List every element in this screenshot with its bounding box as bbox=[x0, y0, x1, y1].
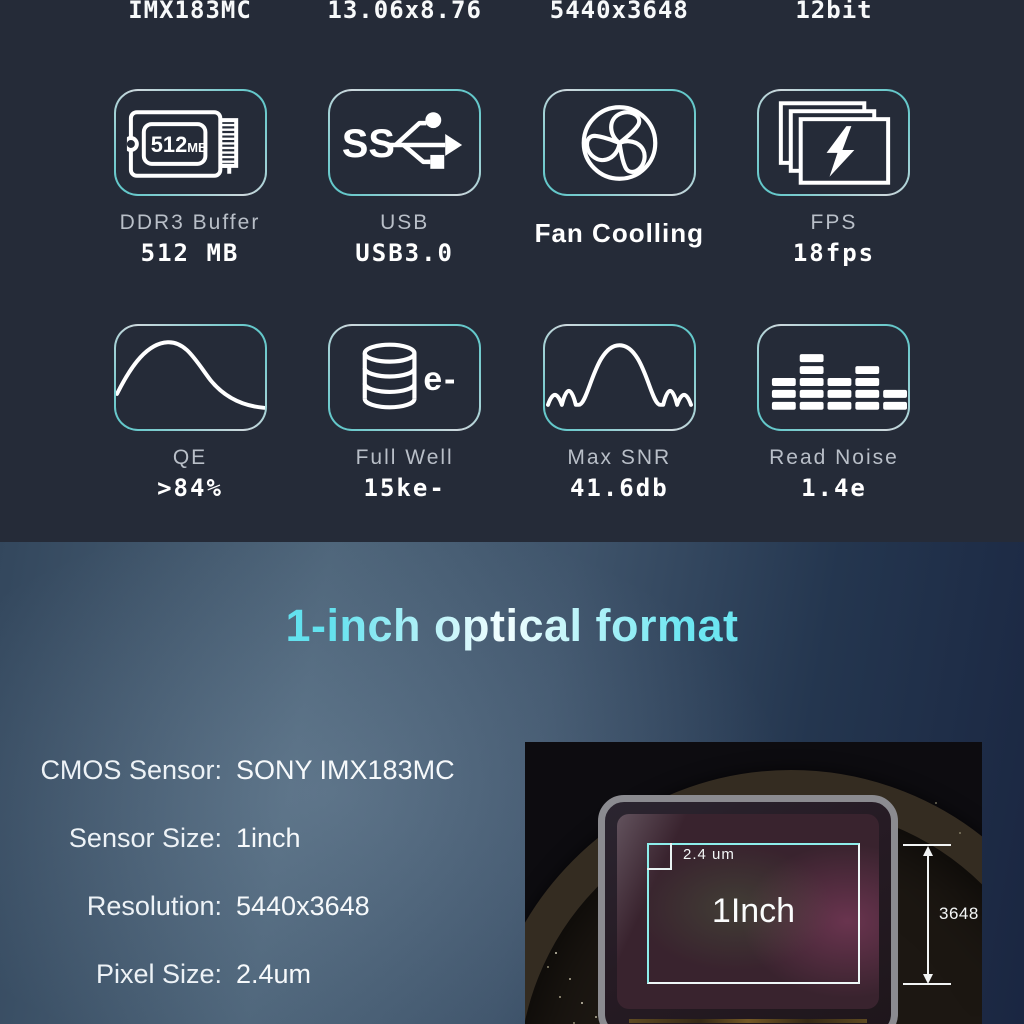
spec-label: Pixel Size: bbox=[95, 958, 222, 989]
dimension-arrowhead-up bbox=[923, 846, 933, 856]
height-dimension-label: 3648 bbox=[939, 904, 979, 923]
card-fps: FPS 18fps bbox=[729, 89, 939, 268]
spec-label: CMOS Sensor: bbox=[40, 754, 222, 785]
card-max-snr: Max SNR 41.6db bbox=[514, 324, 724, 503]
card-value: 15ke- bbox=[363, 474, 446, 502]
spec-value: 1inch bbox=[236, 822, 301, 853]
card-qe: QE >84% bbox=[85, 324, 295, 503]
svg-text:512MB: 512MB bbox=[150, 131, 207, 156]
card-full-well: e- Full Well 15ke- bbox=[300, 324, 510, 503]
card-value: 512 MB bbox=[140, 239, 240, 267]
snr-wave-icon bbox=[545, 342, 693, 407]
noise-equalizer-icon bbox=[772, 353, 908, 410]
fps-frames-icon bbox=[779, 100, 891, 185]
card-value: USB3.0 bbox=[355, 239, 454, 267]
card-value: 1.4e bbox=[801, 474, 867, 502]
sensor-dimensions-value: 13.06x8.76 bbox=[327, 0, 482, 24]
card-value: >84% bbox=[157, 474, 223, 502]
card-label: QE bbox=[172, 446, 208, 469]
sensor-chip-frame bbox=[598, 795, 898, 1024]
spec-label: Resolution: bbox=[86, 890, 222, 921]
spec-value: 2.4um bbox=[236, 958, 312, 989]
sensor-spec-list: CMOS Sensor: SONY IMX183MC Sensor Size: … bbox=[0, 753, 455, 991]
svg-text:e-: e- bbox=[424, 359, 458, 397]
qe-curve-icon bbox=[115, 339, 265, 410]
sensor-area-outline bbox=[647, 843, 860, 984]
full-well-database-icon: e- bbox=[362, 342, 458, 409]
dimension-tick-top bbox=[903, 844, 951, 846]
resolution-value: 5440x3648 bbox=[549, 0, 689, 24]
spec-value: 5440x3648 bbox=[236, 890, 370, 921]
spec-label: Sensor Size: bbox=[68, 822, 222, 853]
ddr3-memory-icon: 512MB bbox=[117, 109, 238, 178]
spec-row-sensor-size: Sensor Size: 1inch bbox=[0, 821, 455, 855]
card-usb: SS USB USB3.0 bbox=[300, 89, 510, 268]
feature-card-row-1: 512MB DDR3 Buffer 512 MB SS bbox=[0, 89, 1024, 268]
card-label: FPS bbox=[810, 211, 858, 234]
sensor-photo: 2.4 um 1Inch 3648 bbox=[525, 742, 982, 1024]
card-label: Full Well bbox=[355, 446, 454, 469]
sensor-model-value: IMX183MC bbox=[128, 0, 252, 24]
bit-depth-value: 12bit bbox=[795, 0, 873, 24]
sensor-area-label: 1Inch bbox=[711, 892, 796, 930]
card-label: Read Noise bbox=[769, 446, 899, 469]
sensor-summary-row: IMX183MC 13.06x8.76 5440x3648 12bit bbox=[0, 0, 1024, 23]
card-value: 41.6db bbox=[569, 474, 669, 502]
card-label: DDR3 Buffer bbox=[119, 211, 261, 234]
card-read-noise: Read Noise 1.4e bbox=[729, 324, 939, 503]
pixel-size-annotation: 2.4 um bbox=[683, 846, 735, 863]
spec-row-cmos-sensor: CMOS Sensor: SONY IMX183MC bbox=[0, 753, 455, 787]
optical-format-section: 1-inch optical format CMOS Sensor: SONY … bbox=[0, 542, 1024, 1024]
card-fan-cooling: Fan Coolling bbox=[514, 89, 724, 268]
card-label: Max SNR bbox=[567, 446, 672, 469]
section-title: 1-inch optical format bbox=[285, 600, 739, 651]
dimension-arrow bbox=[927, 850, 929, 980]
dimension-tick-bottom bbox=[903, 983, 951, 985]
spec-value: SONY IMX183MC bbox=[236, 754, 455, 785]
spec-row-resolution: Resolution: 5440x3648 bbox=[0, 889, 455, 923]
card-label: USB bbox=[380, 211, 430, 234]
card-value: 18fps bbox=[792, 239, 876, 267]
sensor-active-surface bbox=[617, 814, 879, 1009]
pixel-size-square bbox=[647, 843, 672, 870]
fan-icon bbox=[545, 104, 658, 181]
usb3-icon: SS bbox=[342, 111, 463, 169]
spec-row-pixel-size: Pixel Size: 2.4um bbox=[0, 957, 455, 991]
card-ddr3-buffer: 512MB DDR3 Buffer 512 MB bbox=[85, 89, 295, 268]
dimension-arrowhead-down bbox=[923, 974, 933, 984]
solder-sparkles bbox=[555, 952, 557, 954]
feature-card-row-2: QE >84% e- Full bbox=[0, 324, 1024, 503]
bond-pad-strip bbox=[629, 1019, 867, 1023]
spec-cards-panel: IMX183MC 13.06x8.76 5440x3648 12bit bbox=[0, 0, 1024, 542]
card-label: Fan Coolling bbox=[534, 218, 705, 248]
